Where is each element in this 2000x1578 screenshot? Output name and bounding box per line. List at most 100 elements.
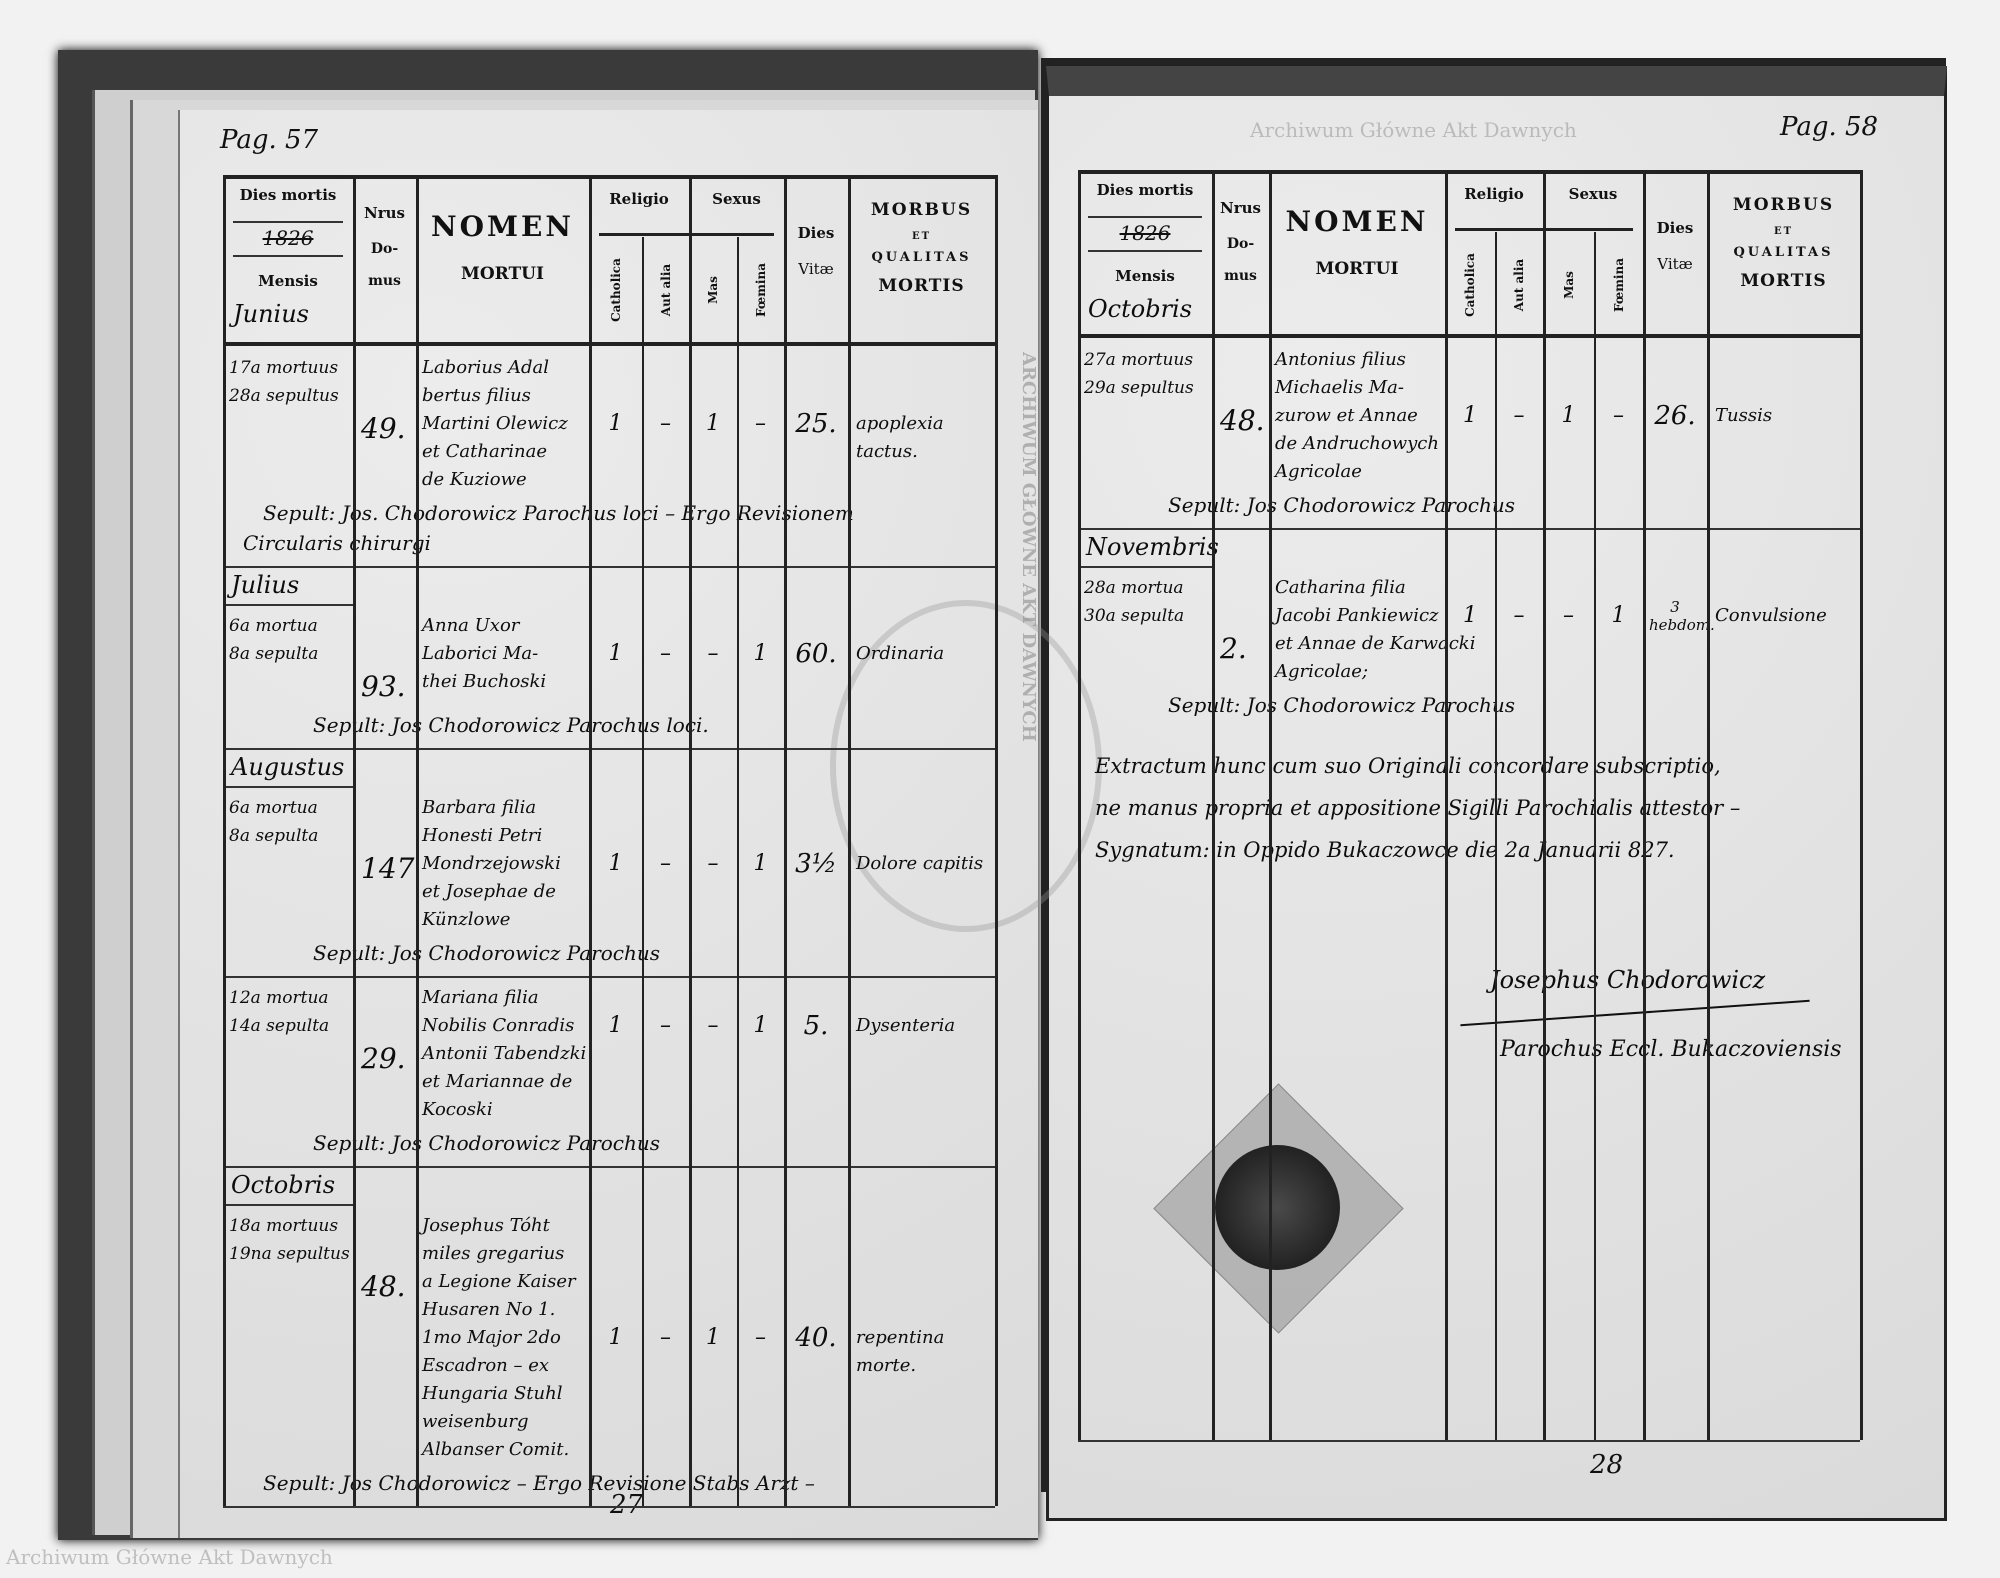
entry-mas: –	[707, 1013, 719, 1038]
entry-catholica: 1	[608, 851, 623, 876]
header-month: Junius	[233, 300, 309, 328]
header-mortui: MORTUI	[1315, 259, 1399, 279]
entry-vitae: 3½	[795, 849, 837, 879]
column-rule	[1707, 170, 1710, 1440]
header-dies-vitae: Dies	[797, 224, 835, 242]
entry-name-line: Barbara filia	[422, 797, 537, 818]
year-rule	[1088, 250, 1202, 252]
entry-mas: 1	[706, 411, 720, 436]
left-page-label: Pag. 57	[220, 125, 319, 155]
month-underline	[223, 1204, 353, 1206]
column-rule	[589, 175, 592, 1506]
entry-domus: 2.	[1220, 632, 1247, 665]
entry-name-line: Agricolae;	[1275, 661, 1369, 682]
entry-aut-alia: –	[1513, 603, 1525, 628]
header-domus: Do-	[1226, 236, 1255, 252]
entry-month: Novembris	[1086, 533, 1219, 561]
subcolumn-rule	[737, 237, 739, 1506]
entry-name-line: et Mariannae de	[422, 1071, 573, 1092]
signature-flourish	[1460, 999, 1810, 1027]
entry-name-line: Antonius filius	[1275, 349, 1406, 370]
entry-name-line: Mondrzejowski	[422, 853, 561, 874]
header-sexus: Sexus	[1568, 185, 1618, 203]
entry-catholica: 1	[608, 1325, 623, 1350]
entry-catholica: 1	[608, 641, 623, 666]
entry-date: 29a sepultus	[1084, 378, 1194, 398]
entry-vitae: 26.	[1654, 401, 1696, 431]
entry-separator	[223, 748, 995, 750]
header-nomen: NOMEN	[1285, 205, 1429, 238]
entry-morbus: repentina	[856, 1327, 945, 1348]
entry-name-line: Josephus Tóht	[422, 1215, 550, 1236]
entry-morbus: Dolore capitis	[856, 853, 984, 874]
entry-domus: 29.	[361, 1042, 406, 1075]
header-dies-vitae: Vitæ	[798, 260, 834, 278]
signature-title: Parochus Eccl. Bukaczoviensis	[1500, 1037, 1842, 1062]
entry-month: Augustus	[231, 753, 345, 781]
entry-foemina: 1	[753, 1013, 768, 1038]
header-morbus: QUALITAS	[1733, 245, 1834, 260]
header-morbus: MORTIS	[878, 276, 965, 296]
entry-name-line: bertus filius	[422, 385, 531, 406]
header-catholica: Catholica	[608, 258, 623, 322]
header-nrus: Nrus	[364, 204, 405, 222]
entry-burial-note: Sepult: Jos Chodorowicz Parochus	[313, 1131, 661, 1155]
table-top-rule	[223, 175, 995, 179]
header-domus: Do-	[370, 241, 399, 257]
entry-mas: 1	[1561, 403, 1576, 428]
entry-vitae: 25.	[795, 409, 837, 439]
entry-foemina: 1	[753, 851, 768, 876]
header-aut-alia: Aut alia	[1512, 258, 1526, 312]
header-nrus: Nrus	[1220, 199, 1261, 217]
entry-morbus: Convulsione	[1715, 605, 1827, 626]
header-domus: mus	[368, 273, 401, 289]
entry-name-line: a Legione Kaiser	[422, 1271, 576, 1292]
entry-separator	[223, 1166, 995, 1168]
entry-name-line: Künzlowe	[422, 909, 511, 930]
entry-mas: 1	[706, 1325, 720, 1350]
header-morbus: ET	[1773, 226, 1794, 237]
entry-vitae: 40.	[795, 1323, 837, 1353]
header-dies-mortis: Dies mortis	[1096, 181, 1194, 199]
entry-burial-note: Sepult: Jos Chodorowicz Parochus	[1168, 493, 1516, 517]
table-top-rule	[1078, 170, 1860, 174]
column-rule	[1078, 170, 1081, 1440]
header-foemina: Fœmina	[1611, 258, 1626, 312]
header-aut-alia: Aut alia	[658, 263, 673, 317]
entry-name-line: Jacobi Pankiewicz	[1275, 605, 1439, 626]
entry-catholica: 1	[1463, 403, 1477, 428]
column-rule	[1269, 170, 1272, 1440]
entry-separator	[223, 566, 995, 568]
header-year: 1826	[1119, 221, 1171, 245]
entry-aut-alia: –	[660, 851, 671, 876]
subcolumn-rule	[642, 237, 644, 1506]
entry-date: 14a sepulta	[229, 1016, 330, 1036]
column-rule	[689, 175, 692, 1506]
entry-burial-note: Sepult: Jos Chodorowicz – Ergo Revisione…	[263, 1471, 815, 1495]
column-rule	[1860, 170, 1863, 1440]
column-rule	[416, 175, 419, 1506]
column-rule	[353, 175, 356, 1506]
year-rule	[233, 255, 343, 257]
entry-mas: –	[707, 851, 719, 876]
entry-catholica: 1	[608, 411, 623, 436]
table-bottom-rule	[223, 1506, 995, 1508]
entry-name-line: de Kuziowe	[422, 469, 527, 490]
header-mortui: MORTUI	[461, 264, 544, 284]
header-nomen: NOMEN	[431, 210, 574, 243]
entry-date: 18a mortuus	[229, 1216, 339, 1236]
entry-domus: 147	[361, 852, 415, 885]
entry-date: 8a sepulta	[229, 826, 319, 846]
header-mensis: Mensis	[258, 272, 318, 290]
entry-date: 19na sepultus	[229, 1244, 350, 1264]
left-page-number: 27	[610, 1490, 644, 1520]
header-mas: Mas	[706, 276, 720, 304]
header-morbus: MORBUS	[1732, 195, 1835, 215]
entry-foemina: 1	[1611, 603, 1626, 628]
entry-foemina: 1	[753, 641, 768, 666]
entry-name-line: Nobilis Conradis	[422, 1015, 575, 1036]
entry-date: 12a mortua	[229, 988, 329, 1008]
entry-aut-alia: –	[1513, 403, 1525, 428]
entry-burial-note: Sepult: Jos Chodorowicz Parochus	[313, 941, 661, 965]
entry-vitae: 5.	[803, 1011, 829, 1041]
